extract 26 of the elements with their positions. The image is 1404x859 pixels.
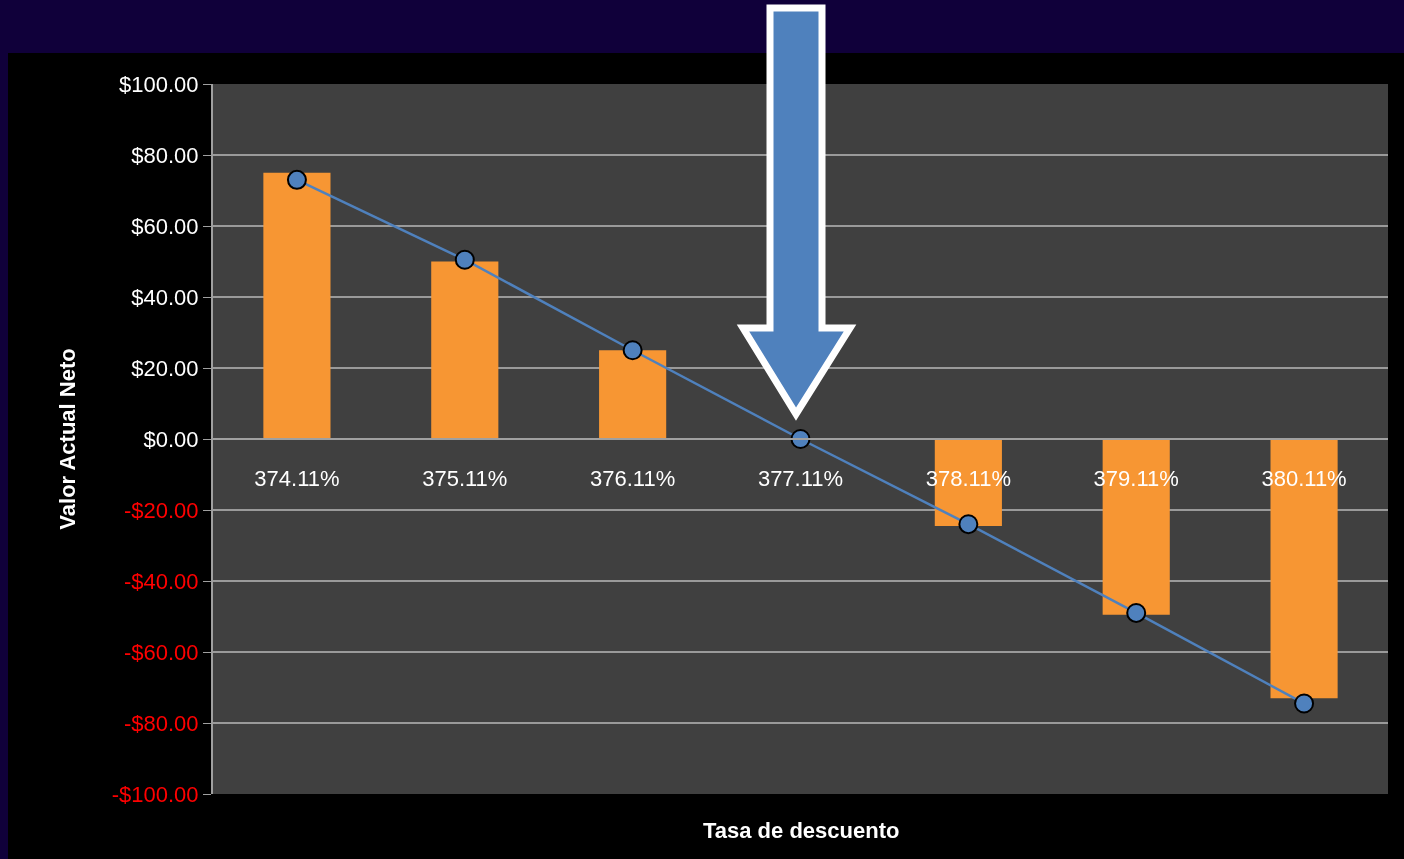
point bbox=[958, 514, 979, 535]
point bbox=[286, 169, 307, 190]
y-tick-label: $100.00 bbox=[119, 71, 199, 97]
x-tick-label: 377.11% bbox=[757, 466, 844, 492]
point bbox=[454, 249, 475, 270]
x-tick-label: 374.11% bbox=[254, 466, 340, 492]
y-tick-label: $60.00 bbox=[131, 213, 199, 239]
y-axis-title: Valor Actual Neto bbox=[55, 348, 81, 530]
y-tick-label: -$60.00 bbox=[123, 639, 199, 665]
y-tick-label: $80.00 bbox=[131, 142, 199, 168]
y-tick-label: -$100.00 bbox=[111, 781, 199, 807]
y-tick-label: $20.00 bbox=[131, 355, 199, 381]
y-tick-label: -$40.00 bbox=[123, 568, 199, 594]
bar bbox=[431, 261, 499, 439]
x-tick-label: 375.11% bbox=[422, 466, 508, 492]
y-tick-label: $40.00 bbox=[131, 284, 199, 310]
point bbox=[1126, 602, 1147, 623]
y-tick-label: -$80.00 bbox=[123, 710, 199, 736]
point bbox=[1294, 693, 1315, 714]
bar bbox=[599, 350, 667, 439]
bar bbox=[263, 172, 331, 439]
point bbox=[622, 340, 643, 361]
x-axis-title: Tasa de descuento bbox=[703, 818, 900, 843]
y-tick-label: $0.00 bbox=[143, 426, 199, 452]
x-tick-label: 376.11% bbox=[590, 466, 676, 492]
y-tick-label: -$20.00 bbox=[123, 497, 199, 523]
